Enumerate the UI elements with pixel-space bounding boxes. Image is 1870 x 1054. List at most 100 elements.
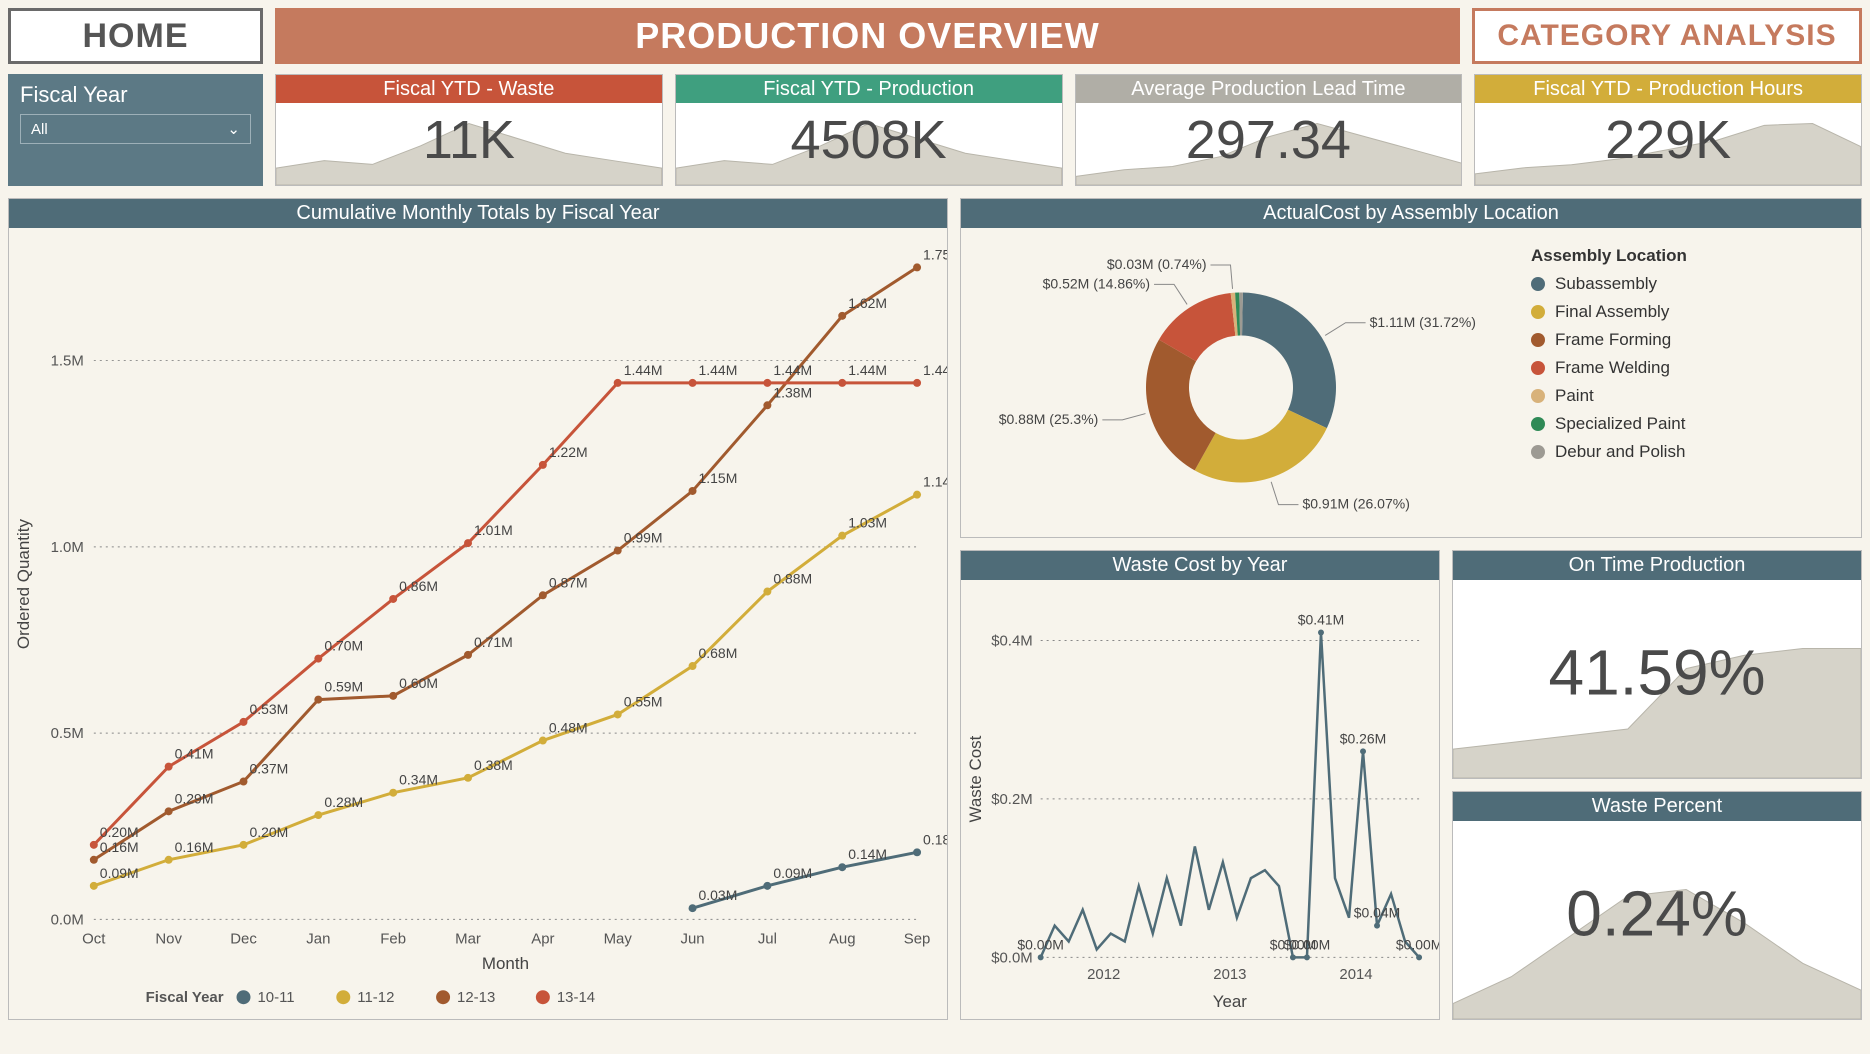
svg-text:0.86M: 0.86M [399, 578, 438, 594]
kpi-label: Fiscal YTD - Production Hours [1475, 75, 1861, 103]
actualcost-donut-chart[interactable]: ActualCost by Assembly Location $1.11M (… [960, 198, 1862, 538]
legend-swatch [1531, 361, 1545, 375]
cumulative-monthly-chart[interactable]: Cumulative Monthly Totals by Fiscal Year… [8, 198, 948, 1020]
legend-label: Frame Forming [1555, 330, 1671, 350]
legend-label: Subassembly [1555, 274, 1657, 294]
legend-swatch [1531, 277, 1545, 291]
svg-text:0.09M: 0.09M [100, 865, 139, 881]
legend-swatch [1531, 445, 1545, 459]
kpi-card[interactable]: Fiscal YTD - Waste 11K [275, 74, 663, 186]
svg-text:0.03M: 0.03M [699, 887, 738, 903]
svg-text:1.22M: 1.22M [549, 444, 588, 460]
kpi-value: 297.34 [1076, 109, 1462, 171]
svg-text:0.29M: 0.29M [175, 790, 214, 806]
svg-text:1.44M: 1.44M [624, 362, 663, 378]
svg-text:$0.00M: $0.00M [1396, 936, 1439, 952]
legend-item[interactable]: Frame Welding [1531, 358, 1851, 378]
svg-text:1.5M: 1.5M [51, 353, 84, 370]
svg-text:11-12: 11-12 [357, 989, 394, 1006]
svg-text:Year: Year [1213, 992, 1248, 1011]
panel-title: Waste Percent [1453, 792, 1861, 821]
filter-value: All [31, 121, 48, 138]
svg-text:Feb: Feb [380, 930, 406, 947]
svg-text:Fiscal Year: Fiscal Year [146, 989, 224, 1006]
svg-text:0.53M: 0.53M [249, 701, 288, 717]
svg-text:0.71M: 0.71M [474, 634, 513, 650]
svg-text:Month: Month [482, 954, 529, 973]
kpi-card[interactable]: Fiscal YTD - Production Hours 229K [1474, 74, 1862, 186]
svg-text:Nov: Nov [155, 930, 182, 947]
svg-text:0.20M: 0.20M [249, 824, 288, 840]
svg-text:0.38M: 0.38M [474, 757, 513, 773]
svg-text:0.0M: 0.0M [51, 911, 84, 928]
svg-text:0.16M: 0.16M [175, 839, 214, 855]
kpi-label: Fiscal YTD - Waste [276, 75, 662, 103]
svg-text:1.01M: 1.01M [474, 522, 513, 538]
svg-text:Aug: Aug [829, 930, 856, 947]
legend-item[interactable]: Final Assembly [1531, 302, 1851, 322]
waste-cost-chart[interactable]: Waste Cost by Year $0.0M$0.2M$0.4M201220… [960, 550, 1440, 1020]
svg-text:Jul: Jul [758, 930, 777, 947]
legend-title: Assembly Location [1531, 246, 1851, 266]
svg-text:1.15M: 1.15M [699, 470, 738, 486]
svg-text:0.55M: 0.55M [624, 693, 663, 709]
legend-item[interactable]: Frame Forming [1531, 330, 1851, 350]
svg-text:2014: 2014 [1339, 966, 1372, 983]
kpi-card[interactable]: Fiscal YTD - Production 4508K [675, 74, 1063, 186]
legend-label: Paint [1555, 386, 1594, 406]
legend-swatch [1531, 333, 1545, 347]
svg-text:2012: 2012 [1087, 966, 1120, 983]
legend-label: Frame Welding [1555, 358, 1670, 378]
svg-text:0.59M: 0.59M [324, 679, 363, 695]
svg-text:$0.52M (14.86%): $0.52M (14.86%) [1043, 275, 1150, 291]
filter-label: Fiscal Year [20, 82, 251, 108]
kpi-card[interactable]: Average Production Lead Time 297.34 [1075, 74, 1463, 186]
page-title: PRODUCTION OVERVIEW [275, 8, 1460, 64]
svg-text:Ordered Quantity: Ordered Quantity [14, 519, 33, 650]
svg-text:1.14M: 1.14M [923, 474, 947, 490]
svg-text:1.62M: 1.62M [848, 295, 887, 311]
svg-text:0.18M: 0.18M [923, 831, 947, 847]
legend-swatch [1531, 417, 1545, 431]
svg-text:Jan: Jan [306, 930, 330, 947]
svg-text:$1.11M (31.72%): $1.11M (31.72%) [1370, 314, 1476, 330]
svg-text:$0.88M (25.3%): $0.88M (25.3%) [999, 411, 1099, 427]
fiscal-year-select[interactable]: All ⌄ [20, 114, 251, 144]
legend-label: Debur and Polish [1555, 442, 1685, 462]
svg-text:0.70M: 0.70M [324, 638, 363, 654]
donut-legend: Assembly Location Subassembly Final Assem… [1521, 228, 1861, 537]
svg-text:$0.4M: $0.4M [991, 632, 1032, 649]
svg-text:1.75M: 1.75M [923, 246, 947, 262]
svg-text:0.28M: 0.28M [324, 794, 363, 810]
percent-panel[interactable]: Waste Percent 0.24% [1452, 791, 1862, 1020]
svg-text:0.34M: 0.34M [399, 772, 438, 788]
svg-text:1.44M: 1.44M [848, 362, 887, 378]
svg-text:$0.03M (0.74%): $0.03M (0.74%) [1107, 256, 1207, 272]
svg-text:Jun: Jun [680, 930, 704, 947]
svg-text:0.14M: 0.14M [848, 846, 887, 862]
legend-item[interactable]: Subassembly [1531, 274, 1851, 294]
chevron-down-icon: ⌄ [227, 120, 240, 138]
percent-panel[interactable]: On Time Production 41.59% [1452, 550, 1862, 779]
svg-text:0.99M: 0.99M [624, 530, 663, 546]
svg-text:$0.91M (26.07%): $0.91M (26.07%) [1302, 496, 1409, 512]
svg-text:10-11: 10-11 [257, 989, 294, 1006]
svg-text:$0.04M: $0.04M [1354, 905, 1401, 921]
legend-item[interactable]: Paint [1531, 386, 1851, 406]
legend-item[interactable]: Debur and Polish [1531, 442, 1851, 462]
svg-text:Waste Cost: Waste Cost [966, 735, 985, 822]
svg-text:Sep: Sep [904, 930, 931, 947]
svg-text:1.38M: 1.38M [773, 384, 812, 400]
category-analysis-button[interactable]: CATEGORY ANALYSIS [1472, 8, 1862, 64]
chart-title: Waste Cost by Year [961, 551, 1439, 580]
home-button[interactable]: HOME [8, 8, 263, 64]
svg-text:0.48M: 0.48M [549, 720, 588, 736]
legend-swatch [1531, 305, 1545, 319]
legend-item[interactable]: Specialized Paint [1531, 414, 1851, 434]
svg-text:13-14: 13-14 [557, 989, 595, 1006]
percent-value: 0.24% [1453, 876, 1861, 950]
svg-text:0.88M: 0.88M [773, 571, 812, 587]
svg-text:$0.2M: $0.2M [991, 791, 1032, 808]
percent-value: 41.59% [1453, 635, 1861, 709]
svg-text:0.5M: 0.5M [51, 725, 84, 742]
